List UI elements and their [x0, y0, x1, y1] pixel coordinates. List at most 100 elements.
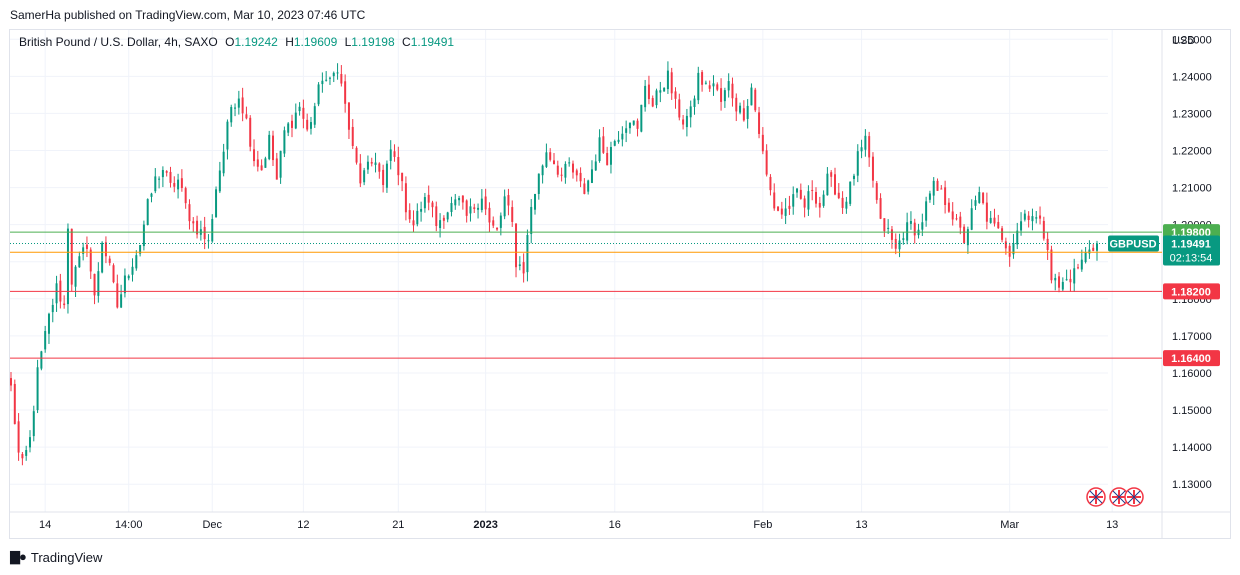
y-tick-label: 1.17000: [1172, 331, 1212, 343]
candle-body: [659, 90, 662, 93]
candle-body: [423, 197, 426, 209]
candle-body: [534, 193, 537, 210]
x-tick-label: Dec: [202, 519, 222, 531]
candle-body: [496, 227, 499, 230]
candle-body: [363, 170, 366, 183]
candle-body: [944, 187, 947, 205]
candle-body: [412, 220, 415, 226]
candle-body: [36, 367, 39, 411]
candle-body: [887, 227, 890, 229]
chart-legend: British Pound / U.S. Dollar, 4h, SAXO O1…: [19, 35, 454, 49]
candle-body: [553, 160, 555, 165]
candle-body: [830, 172, 833, 177]
candle-body: [196, 220, 199, 235]
candle-body: [21, 454, 24, 459]
candle-body: [146, 199, 149, 225]
candle-body: [389, 149, 392, 161]
candle-body: [465, 200, 468, 216]
candle-body: [701, 72, 704, 85]
candle-body: [218, 170, 221, 192]
candle-body: [203, 226, 206, 240]
candle-body: [1031, 216, 1034, 222]
candle-body: [260, 165, 263, 171]
candle-body: [883, 218, 886, 232]
candle-body: [678, 99, 681, 118]
candle-body: [1046, 238, 1049, 250]
candle-body: [211, 219, 214, 242]
candle-body: [518, 264, 521, 267]
currency-label: USD: [1172, 35, 1195, 47]
tradingview-brand[interactable]: ▇● TradingView: [10, 549, 102, 565]
candle-body: [754, 89, 757, 111]
candle-body: [25, 450, 28, 456]
y-tick-label: 1.25000: [1172, 34, 1212, 46]
candle-body: [488, 207, 491, 223]
x-tick-label: 14: [39, 519, 51, 531]
candle-body: [602, 136, 605, 153]
candle-body: [670, 72, 673, 94]
candle-body: [511, 207, 514, 222]
candle-body: [959, 216, 962, 228]
y-tick-label: 1.15000: [1172, 405, 1212, 417]
candle-body: [104, 242, 107, 257]
candle-body: [28, 437, 31, 448]
candle-body: [1001, 228, 1004, 240]
candle-body: [682, 119, 685, 125]
candle-body: [85, 244, 88, 249]
countdown-label: 02:13:54: [1170, 253, 1213, 265]
last-price-label: 1.19491: [1171, 239, 1211, 251]
low-value: 1.19198: [351, 35, 395, 49]
candle-body: [150, 193, 153, 197]
candle-body: [355, 147, 358, 163]
candle-body: [784, 208, 787, 216]
candle-body: [693, 98, 696, 107]
candle-body: [135, 255, 138, 269]
candle-body: [868, 136, 871, 158]
candle-body: [689, 106, 692, 118]
candle-body: [1042, 220, 1045, 239]
candle-body: [522, 262, 525, 274]
close-label: C: [402, 35, 411, 49]
candle-body: [932, 180, 935, 196]
candle-body: [230, 107, 233, 123]
candle-body: [454, 199, 457, 206]
candle-body: [344, 81, 347, 104]
candle-body: [340, 73, 343, 84]
flag-stripe: [1112, 490, 1126, 504]
candle-body: [769, 176, 772, 191]
candle-body: [306, 119, 309, 130]
candle-body: [1088, 249, 1091, 254]
tradingview-logo-icon: ▇●: [10, 549, 27, 564]
symbol-tag-label: GBPUSD: [1109, 239, 1156, 251]
candle-body: [120, 294, 123, 308]
candle-body: [169, 171, 172, 183]
candle-body: [290, 120, 293, 128]
symbol-description: British Pound / U.S. Dollar, 4h, SAXO: [19, 35, 218, 49]
candle-body: [617, 139, 620, 142]
candle-body: [1077, 267, 1080, 269]
candle-body: [177, 179, 180, 190]
candle-body: [393, 151, 396, 157]
candle-body: [796, 188, 799, 193]
x-tick-label: 2023: [473, 519, 497, 531]
candle-body: [636, 120, 639, 129]
candle-body: [716, 84, 719, 90]
candle-body: [807, 191, 810, 210]
candle-body: [131, 266, 134, 275]
candle-body: [401, 172, 404, 182]
candle-body: [1027, 215, 1030, 221]
candle-body: [82, 247, 85, 254]
candle-body: [1080, 259, 1083, 270]
candle-body: [264, 158, 267, 168]
candle-body: [63, 303, 66, 306]
candle-body: [871, 156, 874, 181]
candle-body: [647, 84, 650, 100]
y-tick-label: 1.21000: [1172, 183, 1212, 195]
candle-body: [1054, 277, 1057, 281]
candle-body: [450, 203, 453, 213]
candle-body: [359, 163, 362, 184]
candle-body: [420, 208, 423, 212]
candle-body: [731, 83, 734, 99]
candle-body: [537, 173, 540, 194]
